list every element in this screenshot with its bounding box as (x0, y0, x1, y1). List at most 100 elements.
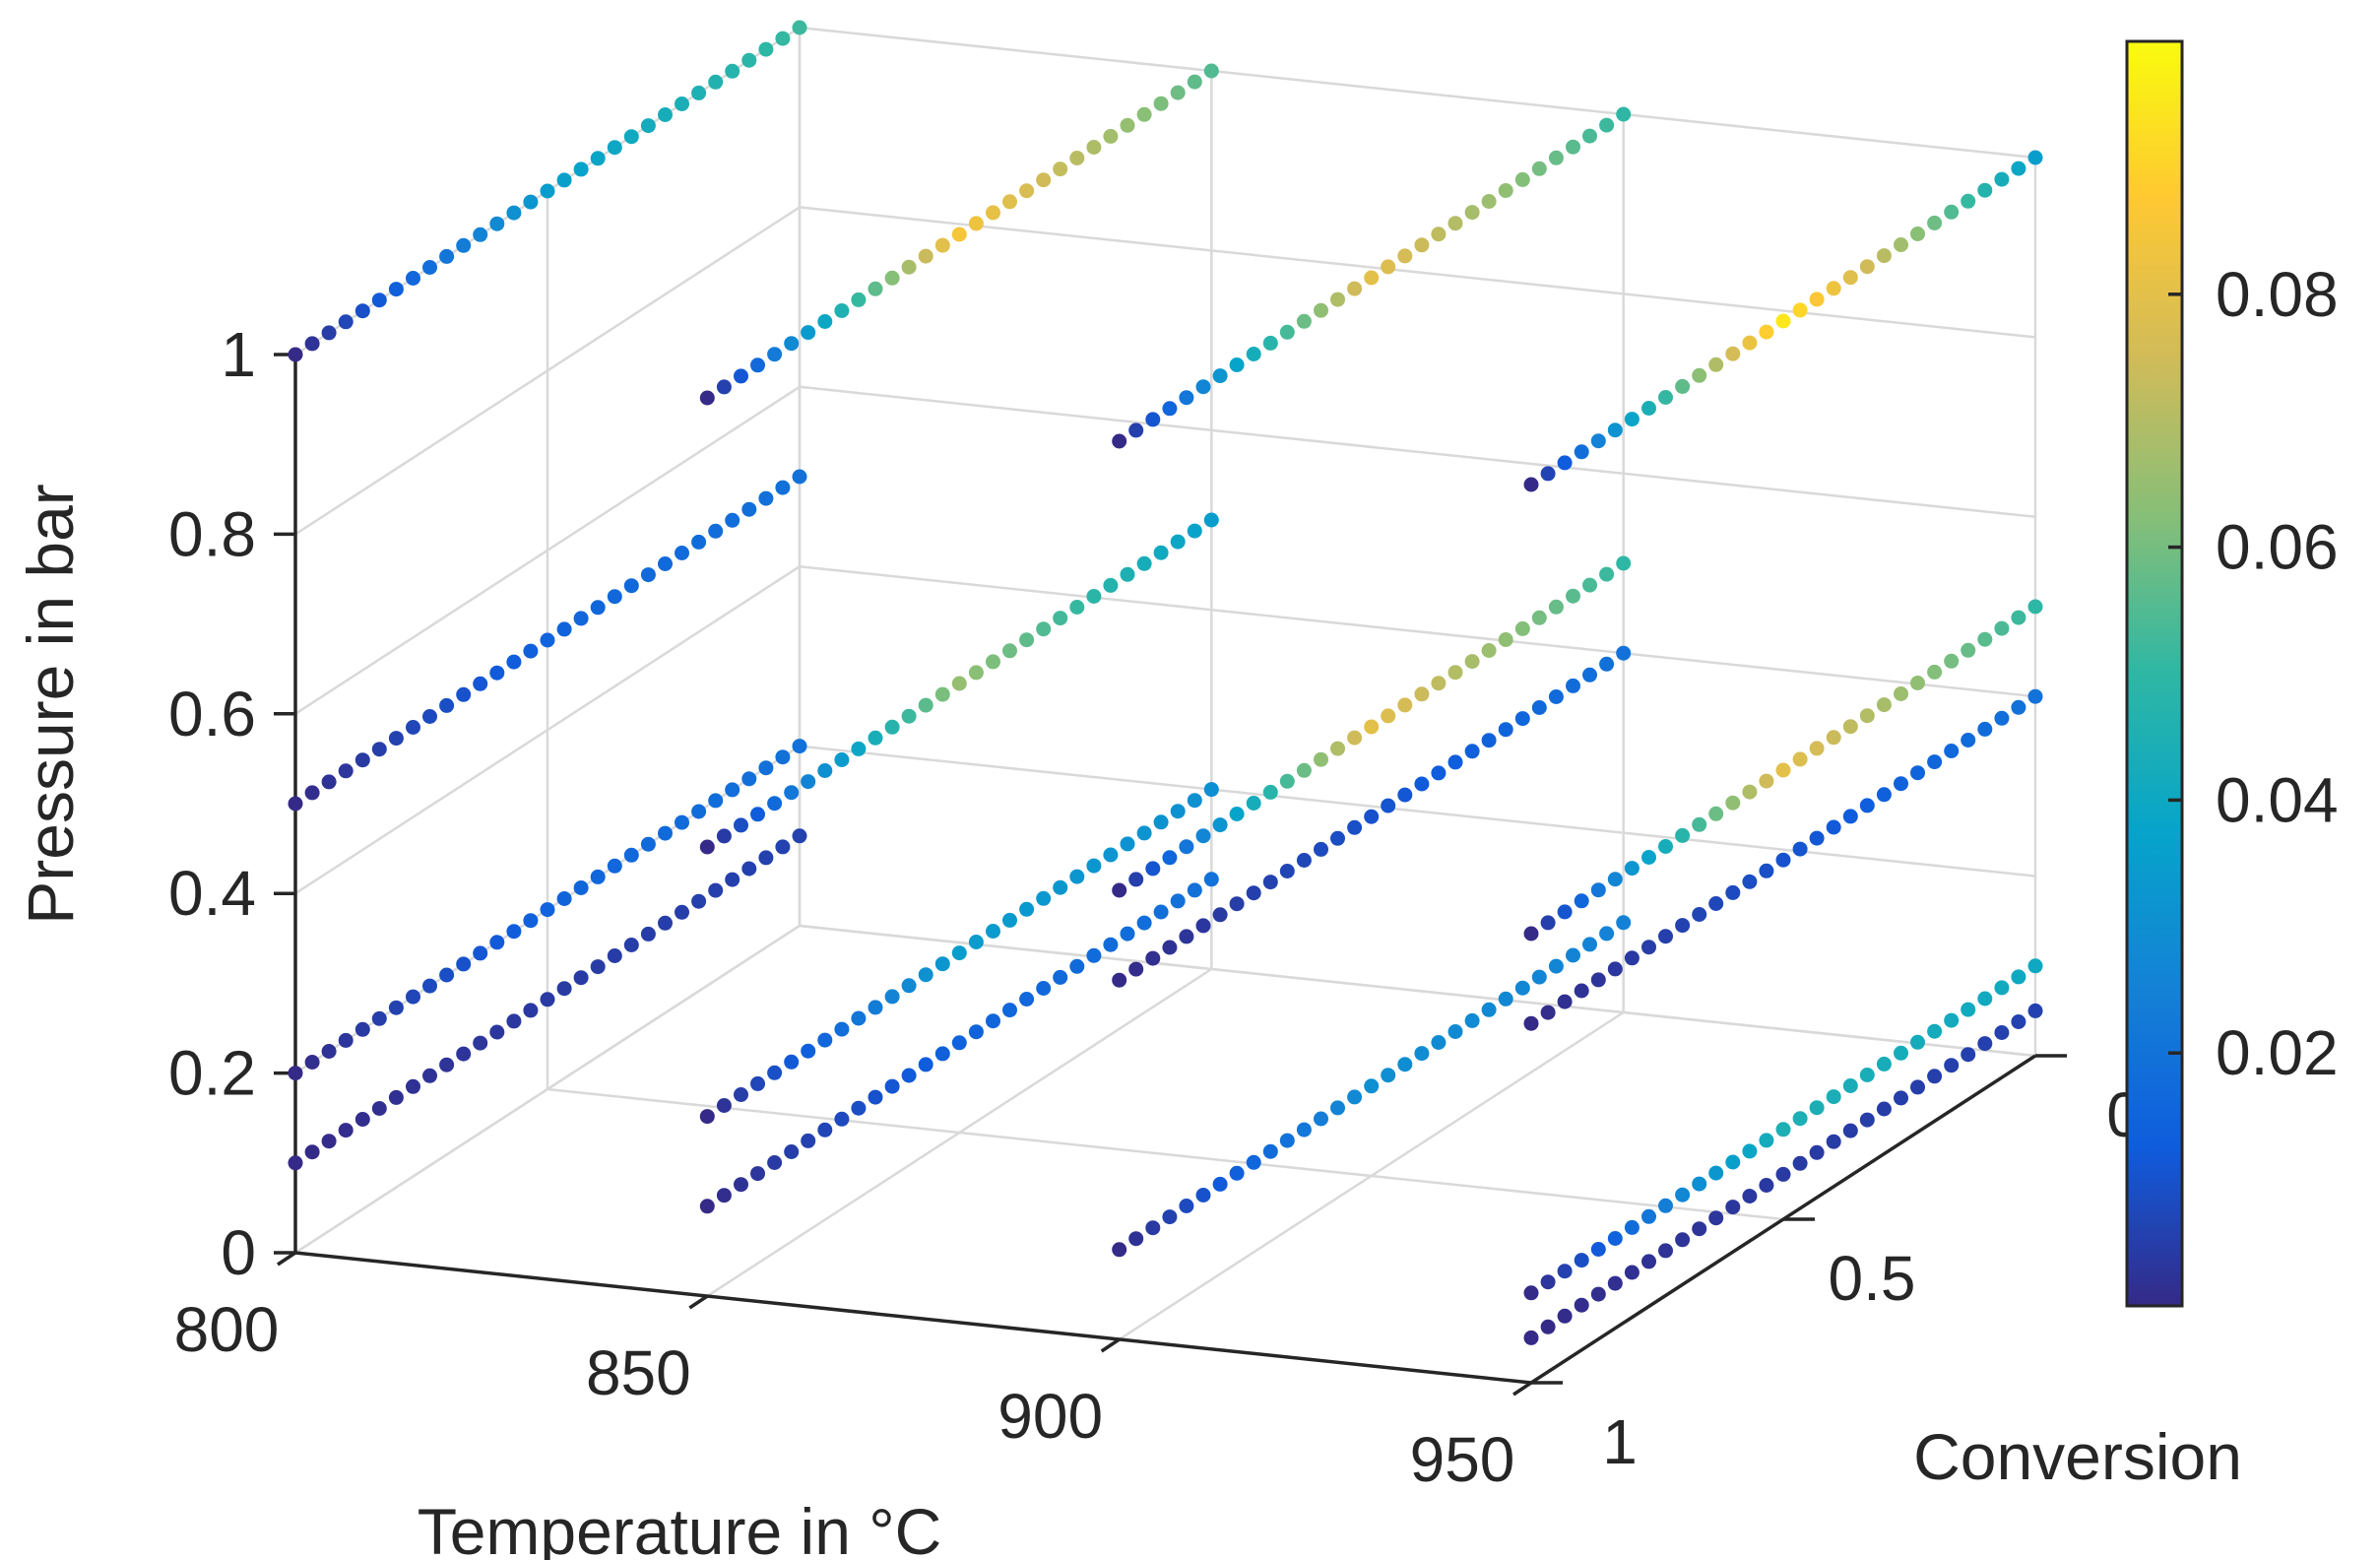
data-point (1759, 863, 1774, 878)
data-point (1540, 1005, 1556, 1020)
data-point (1641, 940, 1656, 955)
data-point (817, 1122, 833, 1138)
data-point (473, 676, 488, 691)
data-point (1447, 754, 1463, 770)
data-point (1927, 664, 1943, 680)
data-point (540, 902, 555, 918)
data-point (304, 1144, 320, 1160)
series-line (699, 512, 1219, 855)
data-point (354, 1021, 370, 1037)
data-point (1136, 555, 1152, 571)
series-line (1112, 645, 1632, 988)
data-point (968, 665, 984, 681)
data-point (1692, 907, 1707, 922)
data-point (1590, 972, 1606, 988)
data-point (775, 31, 791, 46)
data-point (573, 611, 589, 626)
data-point (388, 1089, 404, 1105)
data-point (1203, 872, 1219, 887)
data-point (1153, 904, 1169, 920)
data-point (675, 814, 689, 830)
data-point (640, 118, 656, 134)
data-point (918, 1057, 933, 1072)
data-point (354, 752, 370, 768)
data-point (884, 989, 900, 1005)
colorbar-tick-label: 0.08 (2216, 259, 2339, 330)
data-point (321, 1134, 337, 1149)
data-point (1296, 762, 1312, 778)
data-point (388, 731, 404, 747)
data-point (1742, 874, 1758, 889)
data-point (1977, 991, 1993, 1007)
data-point (934, 956, 950, 972)
data-point (1447, 1024, 1463, 1039)
data-point (1775, 762, 1791, 778)
data-point (640, 567, 656, 583)
data-point (1212, 817, 1228, 833)
data-point (439, 967, 455, 983)
data-point (556, 172, 572, 188)
data-point (1397, 787, 1413, 803)
data-point (506, 924, 522, 940)
data-point (1725, 884, 1741, 900)
data-point (1876, 1056, 1892, 1072)
data-point (607, 140, 622, 156)
data-point (1036, 172, 1052, 188)
data-point (1607, 872, 1623, 887)
grid-line-back-z (799, 26, 2036, 160)
data-point (1514, 711, 1530, 727)
data-point (750, 1166, 765, 1182)
data-points (288, 20, 2043, 1345)
data-point (1961, 1047, 1976, 1063)
data-point (540, 992, 555, 1008)
data-point (1187, 882, 1202, 898)
data-point (1153, 545, 1169, 560)
data-point (716, 1188, 732, 1203)
data-point (1464, 744, 1480, 759)
data-point (868, 1089, 883, 1105)
data-point (1053, 879, 1068, 895)
data-point (1314, 751, 1328, 767)
data-point (1531, 610, 1547, 625)
data-point (658, 915, 673, 931)
data-point (1658, 929, 1673, 944)
data-point (1120, 117, 1135, 133)
data-point (699, 1199, 715, 1214)
data-point (968, 1024, 984, 1040)
data-point (1002, 912, 1017, 928)
data-point (1775, 1122, 1791, 1138)
data-point (2011, 610, 2026, 625)
data-point (1859, 708, 1875, 724)
grid-line-floor-y (547, 1087, 1784, 1221)
data-point (1910, 1079, 1925, 1095)
data-point (1894, 686, 1908, 701)
data-point (734, 817, 748, 833)
data-point (406, 1078, 420, 1094)
data-point (934, 1046, 950, 1062)
data-point (1624, 412, 1640, 427)
series-line (1523, 1003, 2043, 1345)
data-point (2011, 699, 2026, 715)
data-point (304, 1055, 320, 1070)
data-point (1053, 162, 1068, 177)
data-point (1246, 885, 1261, 901)
data-point (1162, 850, 1178, 866)
data-point (1590, 882, 1606, 898)
data-point (1944, 204, 1960, 220)
data-point (1842, 1078, 1858, 1093)
data-point (1842, 270, 1858, 286)
data-point (1498, 632, 1513, 647)
data-point (1658, 390, 1673, 405)
data-point (716, 379, 732, 395)
data-point (489, 1024, 505, 1040)
data-point (1036, 621, 1052, 637)
data-point (473, 945, 488, 961)
series-line (1112, 555, 1632, 898)
data-point (640, 926, 656, 942)
data-point (1103, 577, 1119, 593)
data-point (1910, 676, 1925, 690)
data-point (1170, 893, 1186, 909)
data-point (1759, 1133, 1774, 1148)
data-point (1708, 1210, 1724, 1226)
data-point (1792, 302, 1808, 318)
